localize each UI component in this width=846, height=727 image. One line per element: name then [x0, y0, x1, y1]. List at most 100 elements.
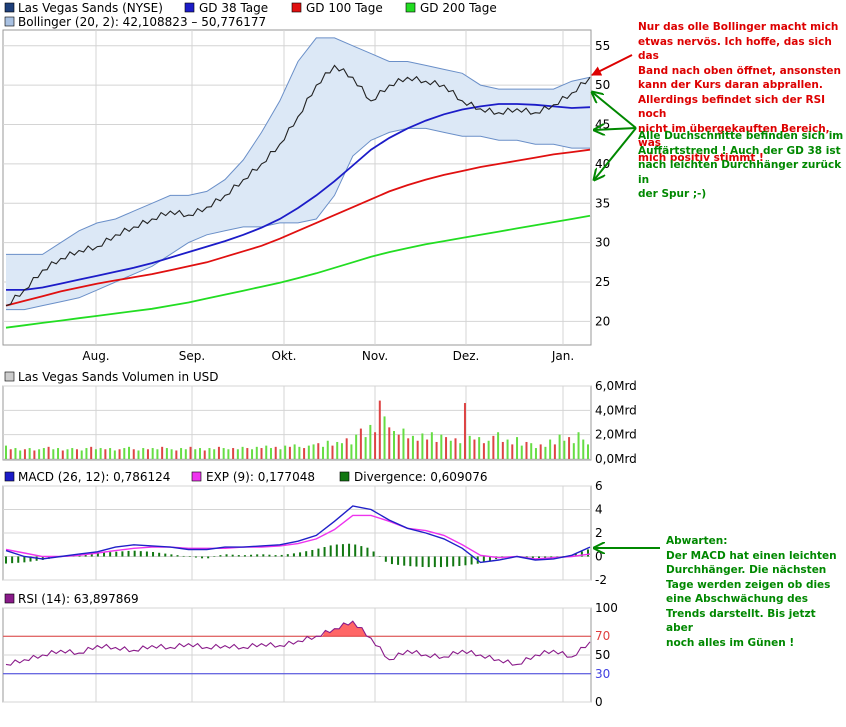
divergence-bar — [237, 555, 240, 557]
divergence-bar — [415, 556, 418, 567]
divergence-bar — [145, 551, 148, 557]
volume-bar — [411, 435, 414, 459]
volume-bar — [113, 450, 116, 459]
volume-bar — [587, 444, 589, 459]
divergence-bar — [311, 550, 314, 557]
volume-bar — [123, 448, 126, 459]
rsi-tick-0: 0 — [595, 695, 603, 709]
volume-bar — [47, 446, 50, 459]
volume-bar — [397, 434, 400, 459]
volume-bar — [142, 448, 145, 459]
legend-label-rsi: RSI (14): 63,897869 — [18, 592, 139, 606]
legend-swatch-exp — [191, 471, 202, 482]
legend-row-volume: Las Vegas Sands Volumen in USD — [4, 370, 219, 384]
volume-bar — [246, 448, 249, 459]
divergence-bar — [188, 556, 191, 557]
bollinger-lower-line — [6, 127, 590, 311]
divergence-bar — [433, 556, 436, 568]
volume-bar — [184, 449, 187, 459]
annotation-arrow-gd38 — [592, 92, 637, 129]
price-tick-2: 30 — [595, 236, 610, 250]
volume-bar — [75, 449, 78, 459]
volume-bar — [553, 444, 556, 459]
price-tick-6: 50 — [595, 78, 610, 92]
divergence-bar — [439, 556, 442, 568]
price-line — [5, 64, 591, 307]
volume-bar — [440, 434, 443, 459]
legend-label-exp: EXP (9): 0,177048 — [206, 470, 315, 484]
divergence-bar — [550, 556, 553, 558]
legend-row-macd: MACD (26, 12): 0,786124 EXP (9): 0,17704… — [4, 470, 487, 484]
divergence-bar — [207, 556, 210, 559]
annotation-arrow-gd200 — [594, 127, 637, 180]
volume-bar — [516, 437, 519, 459]
macd-tick-2: 2 — [595, 526, 603, 540]
macd-y-axis: -2 0 2 4 6 — [595, 479, 607, 587]
volume-bar — [260, 448, 263, 459]
divergence-bar — [403, 556, 406, 566]
volume-bar — [374, 432, 377, 459]
volume-bar — [222, 448, 225, 459]
legend-swatch-rsi — [4, 593, 15, 604]
volume-bar — [156, 449, 159, 459]
rsi-tick-2: 50 — [595, 648, 610, 662]
macd-tick-1: 0 — [595, 550, 603, 564]
volume-bar — [511, 444, 514, 459]
month-label-3: Nov. — [362, 349, 388, 363]
volume-bar — [288, 446, 291, 459]
divergence-bar — [139, 551, 142, 557]
divergence-bar — [158, 552, 161, 557]
volume-bar — [28, 448, 31, 459]
volume-bar — [137, 450, 140, 459]
month-label-4: Dez. — [453, 349, 480, 363]
volume-bar — [426, 439, 429, 459]
divergence-bar — [170, 554, 173, 557]
legend-label-volume: Las Vegas Sands Volumen in USD — [18, 370, 219, 384]
volume-bar — [416, 440, 419, 459]
volume-bar — [61, 450, 64, 459]
divergence-bar — [421, 556, 424, 567]
volume-bar — [94, 449, 97, 459]
volume-bar — [175, 450, 178, 459]
divergence-bar — [317, 548, 320, 557]
rsi-tick-4: 100 — [595, 601, 618, 615]
volume-bar — [269, 448, 272, 459]
divergence-bar — [250, 554, 253, 557]
volume-bar — [146, 449, 149, 459]
divergence-bar — [274, 555, 277, 557]
divergence-bar — [127, 550, 130, 557]
divergence-bar — [531, 556, 534, 559]
annotation-arrow-bollinger — [591, 54, 633, 76]
divergence-bar — [201, 556, 204, 559]
volume-bar — [402, 428, 405, 459]
legend-row-price: Las Vegas Sands (NYSE) GD 38 Tage GD 100… — [4, 1, 497, 15]
divergence-bar — [90, 553, 93, 557]
rsi-plot — [3, 607, 591, 703]
price-tick-3: 35 — [595, 196, 610, 210]
divergence-bar — [305, 551, 308, 557]
volume-tick-2: 4,0Mrd — [595, 403, 637, 417]
divergence-bar — [268, 554, 271, 557]
bollinger-upper-line — [6, 37, 591, 255]
legend-swatch-divergence — [339, 471, 350, 482]
volume-plot — [3, 385, 591, 460]
rsi-tick-3: 70 — [595, 629, 610, 643]
volume-bar — [23, 449, 26, 459]
volume-bar — [322, 446, 325, 459]
divergence-bar — [225, 554, 228, 557]
price-tick-0: 20 — [595, 314, 610, 328]
volume-bar — [165, 448, 168, 459]
volume-bar — [369, 424, 372, 459]
volume-bar — [393, 431, 395, 459]
volume-bar — [180, 448, 183, 459]
volume-tick-0: 0,0Mrd — [595, 452, 637, 466]
divergence-bar — [176, 555, 179, 557]
volume-bar — [66, 449, 69, 459]
volume-bar — [42, 448, 45, 459]
volume-bar — [85, 448, 88, 459]
volume-bar — [430, 432, 433, 459]
price-tick-1: 25 — [595, 275, 610, 289]
divergence-bar — [219, 555, 222, 557]
volume-bar — [568, 437, 571, 459]
